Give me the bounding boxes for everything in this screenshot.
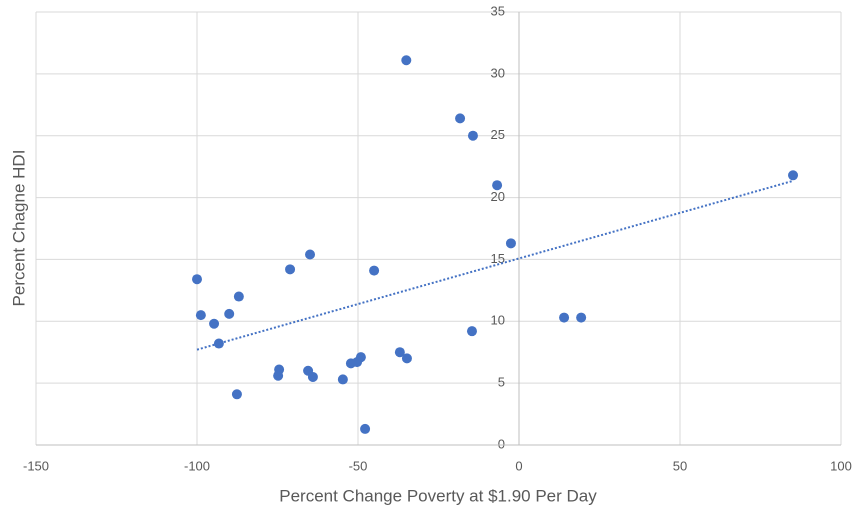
y-tick-label: 20 <box>491 189 505 204</box>
y-axis-title: Percent Chagne HDI <box>9 150 28 307</box>
x-tick-label: -150 <box>23 458 49 473</box>
point <box>559 312 570 323</box>
x-tick-label: 0 <box>515 458 522 473</box>
y-tick-label: 5 <box>498 375 505 390</box>
point <box>467 130 478 141</box>
point <box>401 353 412 364</box>
point <box>192 274 202 285</box>
y-tick-label: 10 <box>491 313 505 328</box>
y-tick-label: 30 <box>491 65 505 80</box>
point <box>355 352 366 363</box>
point <box>401 55 412 66</box>
point <box>394 347 405 358</box>
y-tick-label: 25 <box>491 127 505 142</box>
x-tick-label: -50 <box>349 458 368 473</box>
point <box>455 113 466 124</box>
y-tick-label: 15 <box>491 251 505 266</box>
point <box>273 370 284 381</box>
point <box>231 389 242 400</box>
point <box>576 312 587 323</box>
point <box>213 338 224 349</box>
point <box>209 318 220 329</box>
point <box>492 180 503 191</box>
point <box>505 238 516 249</box>
point <box>195 310 206 321</box>
point <box>307 371 318 382</box>
point <box>369 265 380 276</box>
trendline <box>196 179 794 351</box>
point <box>285 264 296 275</box>
y-tick-label: 0 <box>498 436 505 451</box>
point <box>788 170 799 181</box>
x-axis-title: Percent Change Poverty at $1.90 Per Day <box>279 486 597 505</box>
x-tick-label: 100 <box>830 458 852 473</box>
y-tick-label: 35 <box>491 3 505 18</box>
point <box>466 326 477 337</box>
point <box>360 423 371 434</box>
x-tick-label: 50 <box>673 458 687 473</box>
point <box>337 374 348 385</box>
x-tick-label: -100 <box>184 458 210 473</box>
point <box>305 249 316 260</box>
point <box>224 308 235 319</box>
point <box>233 291 244 302</box>
